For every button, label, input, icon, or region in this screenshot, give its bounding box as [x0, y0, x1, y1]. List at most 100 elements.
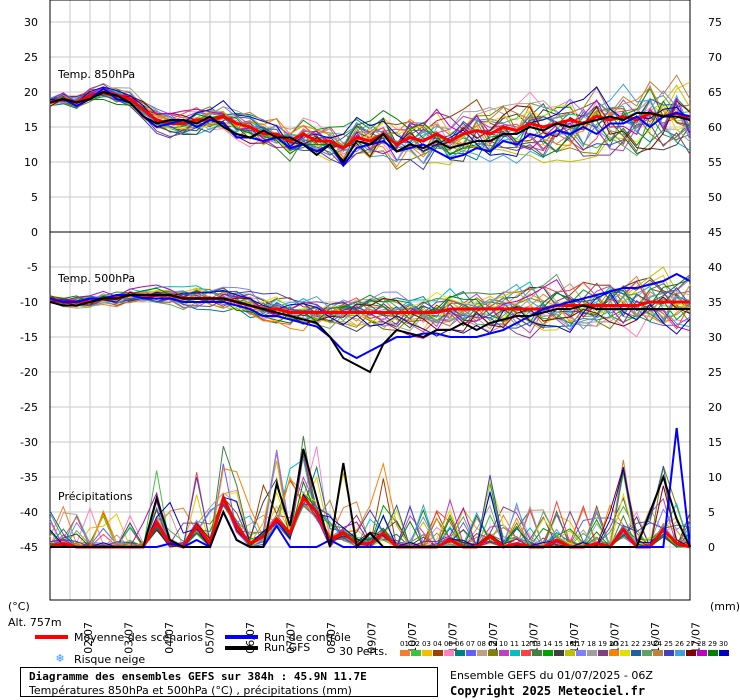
member-t850-line: [49, 84, 691, 166]
member-t500-line: [49, 287, 691, 326]
copyright: Copyright 2025 Meteociel.fr: [450, 684, 646, 698]
y-tick-right: 50: [708, 191, 722, 204]
y-tick-left: 5: [31, 191, 38, 204]
control-t500-line: [49, 272, 691, 360]
pert-number: 04: [433, 640, 442, 648]
member-t850-line: [49, 93, 691, 171]
pert-color-swatch: [455, 650, 465, 656]
pert-number: 30: [719, 640, 728, 648]
pert-color-swatch: [653, 650, 663, 656]
pert-number: 11: [510, 640, 519, 648]
y-tick-right: 0: [708, 541, 715, 554]
x-tick-date: 07/07: [285, 622, 298, 654]
pert-number: 13: [532, 640, 541, 648]
y-tick-left: -20: [20, 366, 38, 379]
pert-number: 19: [598, 640, 607, 648]
pert-color-swatch: [587, 650, 597, 656]
pert-number: 05: [444, 640, 453, 648]
gfs-t850-line: [49, 90, 691, 164]
pert-color-swatch: [543, 650, 553, 656]
pert-color-swatch: [708, 650, 718, 656]
snow-icon: ❄: [55, 652, 64, 665]
pert-color-swatch: [422, 650, 432, 656]
x-tick-date: 09/07: [366, 622, 379, 654]
y-tick-right: 30: [708, 331, 722, 344]
pert-number: 12: [521, 640, 530, 648]
y-tick-right: 20: [708, 401, 722, 414]
pert-number: 27: [686, 640, 695, 648]
y-tick-left: -15: [20, 331, 38, 344]
pert-number: 28: [697, 640, 706, 648]
pert-color-swatch: [576, 650, 586, 656]
y-tick-left: 30: [24, 16, 38, 29]
pert-color-swatch: [598, 650, 608, 656]
pert-number: 24: [653, 640, 662, 648]
pert-color-swatch: [554, 650, 564, 656]
panel-label-500: Temp. 500hPa: [57, 272, 135, 285]
altitude-label: Alt. 757m: [8, 616, 62, 629]
pert-color-swatch: [411, 650, 421, 656]
x-tick-date: 14/07: [568, 622, 581, 654]
y-tick-right: 60: [708, 121, 722, 134]
chart-subtitle: Températures 850hPa et 500hPa (°C) , pré…: [29, 684, 352, 697]
pert-number: 22: [631, 640, 640, 648]
y-tick-right: 25: [708, 366, 722, 379]
pert-color-swatch: [466, 650, 476, 656]
panel-label-850: Temp. 850hPa: [57, 68, 135, 81]
pert-number: 10: [499, 640, 508, 648]
panel-label-precip: Précipitations: [58, 490, 133, 503]
y-tick-left: -25: [20, 401, 38, 414]
y-tick-left: -45: [20, 541, 38, 554]
member-t850-line: [49, 86, 691, 155]
member-t850-line: [49, 84, 691, 156]
pert-color-swatch: [433, 650, 443, 656]
x-tick-date: 02/07: [82, 622, 95, 654]
pert-number: 18: [587, 640, 596, 648]
member-t850-line: [49, 92, 691, 158]
pert-number: 20: [609, 640, 618, 648]
y-tick-right: 35: [708, 296, 722, 309]
pert-number: 02: [411, 640, 420, 648]
legend-perts-label: 30 Perts.: [339, 645, 388, 658]
pert-color-swatch: [521, 650, 531, 656]
y-tick-left: -30: [20, 436, 38, 449]
member-t850-line: [49, 74, 691, 153]
pert-color-swatch: [477, 650, 487, 656]
pert-number: 15: [554, 640, 563, 648]
pert-number: 07: [466, 640, 475, 648]
pert-color-swatch: [719, 650, 729, 656]
run-info: Ensemble GEFS du 01/07/2025 - 06Z: [450, 669, 653, 682]
y-tick-right: 40: [708, 261, 722, 274]
pert-color-swatch: [444, 650, 454, 656]
left-unit-label: (°C): [8, 600, 30, 613]
x-tick-date: 05/07: [204, 622, 217, 654]
pert-color-swatch: [686, 650, 696, 656]
pert-color-swatch: [510, 650, 520, 656]
y-tick-left: -5: [27, 261, 38, 274]
y-tick-left: 10: [24, 156, 38, 169]
y-tick-left: -35: [20, 471, 38, 484]
pert-color-swatch: [400, 650, 410, 656]
y-tick-left: 0: [31, 226, 38, 239]
pert-number: 06: [455, 640, 464, 648]
legend-gfs-label: Run GFS: [264, 641, 310, 654]
x-tick-date: 11/07: [447, 622, 460, 654]
pert-color-swatch: [631, 650, 641, 656]
y-tick-right: 45: [708, 226, 722, 239]
y-tick-right: 5: [708, 506, 715, 519]
gfs-precip-line: [50, 448, 691, 550]
pert-number: 26: [675, 640, 684, 648]
pert-number: 08: [477, 640, 486, 648]
y-tick-left: 20: [24, 86, 38, 99]
legend-snow-label: Risque neige: [74, 653, 145, 666]
member-t500-line: [49, 289, 691, 337]
pert-number: 23: [642, 640, 651, 648]
x-tick-date: 13/07: [528, 622, 541, 654]
footer-title-box: Diagramme des ensembles GEFS sur 384h : …: [20, 667, 438, 697]
legend-control-label: Run de contrôle: [264, 631, 351, 644]
y-tick-left: 25: [24, 51, 38, 64]
y-tick-right: 15: [708, 436, 722, 449]
x-tick-date: 10/07: [406, 622, 419, 654]
legend-mean-label: Moyenne des scénarios: [74, 631, 203, 644]
